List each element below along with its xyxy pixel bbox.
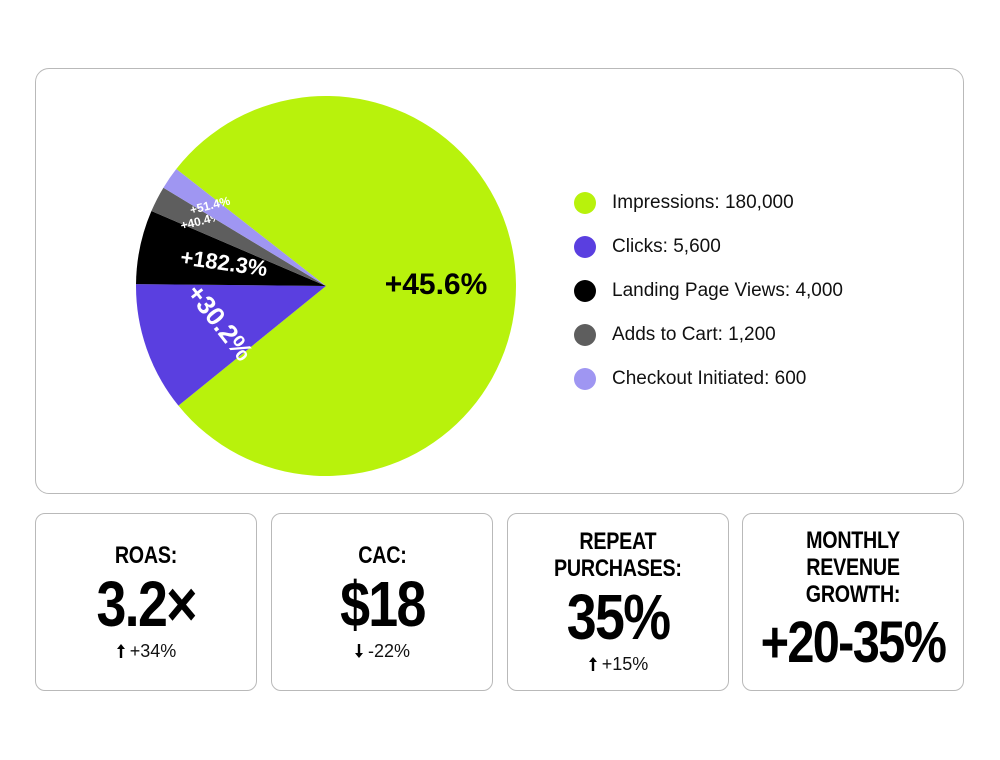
- kpi-change-text: +15%: [601, 654, 649, 674]
- kpi-value: +20-35%: [760, 609, 947, 675]
- kpi-title: REPEAT PURCHASES:: [554, 528, 682, 582]
- legend-label-impressions: Impressions: 180,000: [612, 192, 794, 213]
- legend-label-checkout-initiated: Checkout Initiated: 600: [612, 368, 807, 389]
- pie-slice-1: [136, 284, 326, 406]
- legend-label-landing-page-views: Landing Page Views: 4,000: [612, 280, 843, 301]
- arrow-down-icon: [354, 643, 363, 658]
- kpi-title: ROAS:: [114, 541, 178, 569]
- kpi-card-cac: CAC: $18 -22%: [271, 513, 493, 691]
- pie-slice-4: [163, 169, 326, 286]
- legend-item-landing-page-views: Landing Page Views: 4,000: [574, 269, 843, 313]
- legend-swatch-adds-to-cart: [574, 324, 596, 346]
- legend-item-adds-to-cart: Adds to Cart: 1,200: [574, 313, 843, 357]
- pie-slice-0: [176, 95, 516, 476]
- legend-swatch-impressions: [574, 192, 596, 214]
- kpi-change: +34%: [116, 639, 177, 663]
- pie-slice-label-0: +45.6%: [385, 268, 488, 301]
- legend-swatch-clicks: [574, 236, 596, 258]
- kpi-card-monthly-revenue-growth: MONTHLY REVENUE GROWTH: +20-35%: [742, 513, 964, 691]
- legend-label-adds-to-cart: Adds to Cart: 1,200: [612, 324, 776, 345]
- pie-slice-3: [151, 187, 326, 286]
- kpi-change: -22%: [354, 639, 410, 663]
- legend-item-clicks: Clicks: 5,600: [574, 225, 843, 269]
- kpi-value: $18: [339, 567, 426, 640]
- legend-item-impressions: Impressions: 180,000: [574, 181, 843, 225]
- chart-card: +45.6% +30.2% +182.3% +40.4% +51.4% Impressi…: [35, 68, 964, 494]
- pie-chart: +45.6%+30.2%+182.3%+40.4%+51.4%: [136, 95, 516, 476]
- kpi-card-roas: ROAS: 3.2× +34%: [35, 513, 257, 691]
- legend-swatch-checkout-initiated: [574, 368, 596, 390]
- legend-swatch-landing-page-views: [574, 280, 596, 302]
- kpi-change: +15%: [588, 652, 649, 676]
- legend-label-clicks: Clicks: 5,600: [612, 236, 721, 257]
- kpi-value: 3.2×: [96, 567, 197, 640]
- kpi-change-text: +34%: [129, 640, 177, 661]
- kpi-value: 35%: [566, 581, 671, 653]
- legend-item-checkout-initiated: Checkout Initiated: 600: [574, 357, 843, 401]
- arrow-up-icon: [116, 643, 125, 658]
- kpi-change-text: -22%: [367, 640, 411, 661]
- pie-slice-2: [136, 211, 326, 286]
- chart-legend: Impressions: 180,000 Clicks: 5,600 Landi…: [574, 181, 843, 401]
- kpi-title: CAC:: [357, 541, 407, 569]
- arrow-up-icon: [588, 657, 597, 671]
- kpi-title: MONTHLY REVENUE GROWTH:: [805, 526, 901, 608]
- kpi-card-repeat-purchases: REPEAT PURCHASES: 35% +15%: [507, 513, 729, 691]
